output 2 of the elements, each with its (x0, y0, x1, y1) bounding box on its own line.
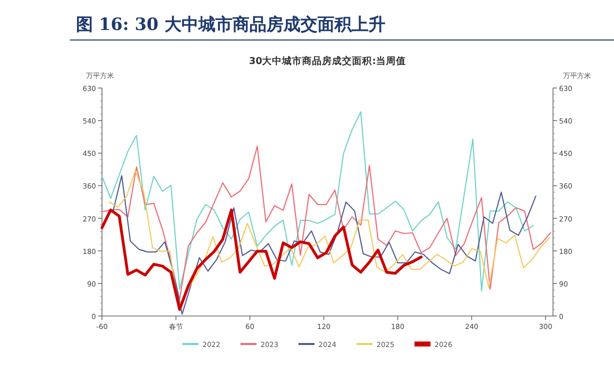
chart-title: 图 16: 30 大中城市商品房成交面积上升 (76, 15, 386, 35)
chart-subtitle: 30大中城市商品房成交面积:当周值 (248, 55, 406, 67)
